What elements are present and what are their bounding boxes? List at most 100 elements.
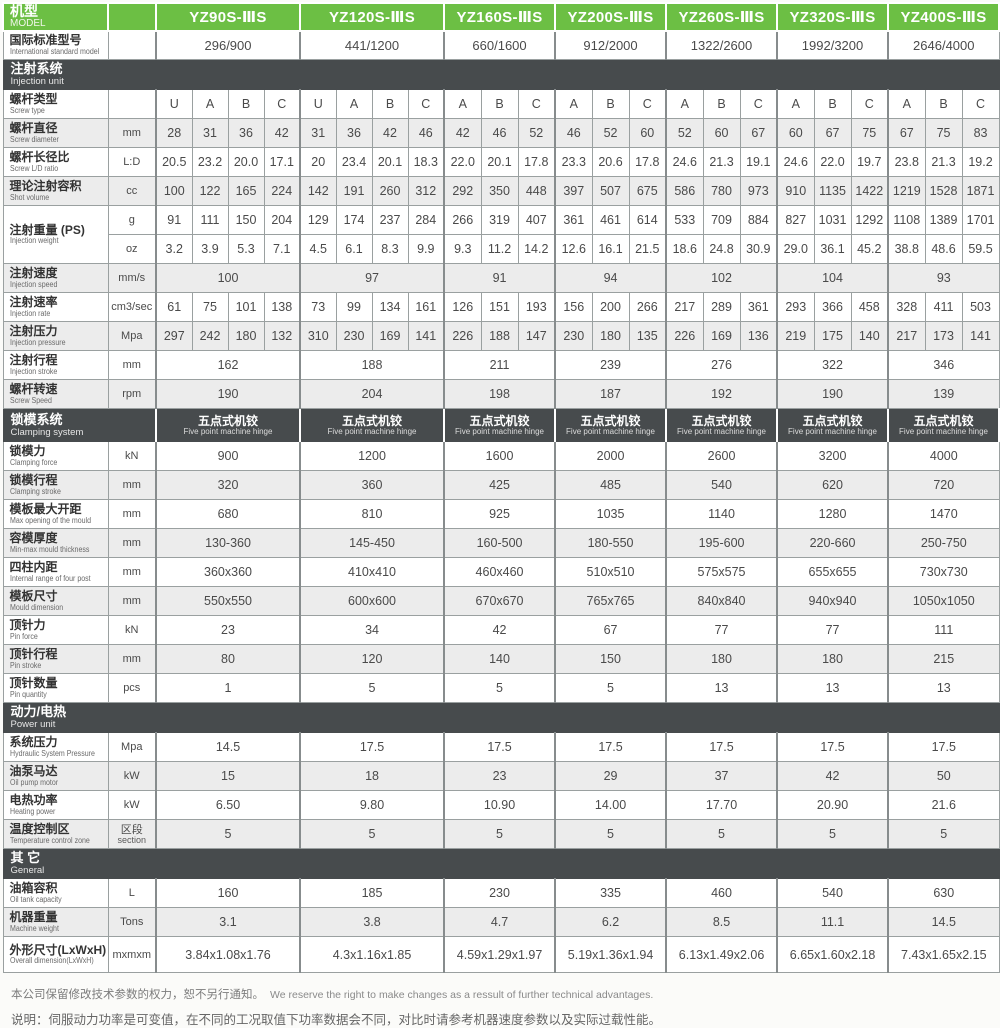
spec-cell: 18.3: [407, 147, 445, 178]
spec-cell: 190: [155, 379, 301, 410]
spec-cell: 192: [665, 379, 778, 410]
row-label: 四柱内距 Internal range of four post: [2, 557, 109, 588]
spec-cell: 180: [665, 644, 778, 675]
spec-cell: 827: [776, 205, 815, 236]
spec-cell: 180: [591, 321, 630, 352]
spec-cell: 320: [155, 470, 301, 501]
spec-cell: 122: [191, 176, 229, 207]
spec-cell: 1701: [961, 205, 1000, 236]
spec-cell: 9.3: [443, 234, 482, 265]
spec-cell: 276: [665, 350, 778, 381]
spec-cell: 20: [299, 147, 337, 178]
unit-cell: mm: [107, 350, 157, 381]
spec-cell: 1200: [298, 441, 445, 472]
spec-cell: 925: [443, 499, 556, 530]
spec-cell: 22.0: [813, 147, 852, 178]
spec-cell: 5.19x1.36x1.94: [554, 936, 667, 974]
spec-cell: 150: [554, 644, 667, 675]
spec-cell: 5.3: [227, 234, 265, 265]
row-label: 顶针力 Pin force: [2, 615, 109, 646]
spec-cell: 350: [480, 176, 519, 207]
spec-cell: 461: [591, 205, 630, 236]
spec-cell: A: [443, 89, 482, 120]
spec-cell: 19.1: [739, 147, 778, 178]
spec-cell: 73: [299, 292, 337, 323]
row-label: 锁模力 Clamping force: [2, 441, 109, 472]
spec-cell: 151: [480, 292, 519, 323]
spec-cell: 4.59x1.29x1.97: [443, 936, 556, 974]
spec-cell: 2646/4000: [887, 30, 1000, 61]
unit-cell: mm: [107, 118, 157, 149]
spec-cell: 6.50: [155, 790, 301, 821]
spec-cell: B: [371, 89, 409, 120]
spec-cell: 361: [739, 292, 778, 323]
spec-cell: 1140: [665, 499, 778, 530]
row-label: 油箱容积 Oil tank capacity: [2, 878, 109, 909]
spec-cell: 160-500: [443, 528, 556, 559]
spec-cell: 190: [776, 379, 889, 410]
spec-cell: 180-550: [554, 528, 667, 559]
spec-cell: 5: [155, 819, 301, 850]
spec-cell: 200: [591, 292, 630, 323]
unit-cell: oz: [107, 234, 157, 265]
spec-cell: 100: [155, 176, 193, 207]
spec-cell: 1108: [887, 205, 926, 236]
spec-cell: 4.3x1.16x1.85: [298, 936, 445, 974]
spec-cell: 204: [298, 379, 445, 410]
spec-cell: 485: [554, 470, 667, 501]
spec-cell: 50: [887, 761, 1000, 792]
spec-cell: 5: [298, 673, 445, 704]
spec-cell: U: [299, 89, 337, 120]
spec-cell: 884: [739, 205, 778, 236]
spec-cell: 540: [665, 470, 778, 501]
spec-cell: 21.3: [924, 147, 963, 178]
spec-cell: 42: [443, 615, 556, 646]
spec-cell: 188: [298, 350, 445, 381]
spec-cell: 175: [813, 321, 852, 352]
row-label: 电热功率 Heating power: [2, 790, 109, 821]
unit-cell: kN: [107, 615, 157, 646]
spec-cell: 36: [335, 118, 373, 149]
spec-cell: 1322/2600: [665, 30, 778, 61]
spec-cell: 224: [263, 176, 301, 207]
spec-cell: 17.5: [443, 732, 556, 763]
spec-cell: 80: [155, 644, 301, 675]
spec-cell: 448: [517, 176, 556, 207]
spec-cell: 266: [628, 292, 667, 323]
spec-cell: 660/1600: [443, 30, 556, 61]
spec-cell: 187: [554, 379, 667, 410]
unit-cell: [107, 89, 157, 120]
unit-cell: Mpa: [107, 321, 157, 352]
spec-cell: 614: [628, 205, 667, 236]
spec-cell: 293: [776, 292, 815, 323]
spec-cell: 42: [263, 118, 301, 149]
spec-cell: 165: [227, 176, 265, 207]
spec-cell: 21.5: [628, 234, 667, 265]
model-header: YZ320S-ⅢS: [776, 2, 890, 32]
spec-cell: 97: [298, 263, 445, 294]
spec-cell: 21.3: [702, 147, 741, 178]
spec-cell: 83: [961, 118, 1000, 149]
spec-cell: 101: [227, 292, 265, 323]
spec-cell: 193: [517, 292, 556, 323]
spec-cell: 360x360: [155, 557, 301, 588]
spec-cell: 130-360: [155, 528, 301, 559]
spec-cell: 139: [887, 379, 1000, 410]
spec-cell: 217: [665, 292, 704, 323]
spec-cell: 586: [665, 176, 704, 207]
unit-cell: cc: [107, 176, 157, 207]
spec-cell: 17.5: [554, 732, 667, 763]
spec-cell: 162: [155, 350, 301, 381]
unit-cell: L:D: [107, 147, 157, 178]
spec-cell: 59.5: [961, 234, 1000, 265]
spec-cell: 17.5: [887, 732, 1000, 763]
spec-cell: 8.3: [371, 234, 409, 265]
row-label: 螺杆类型 Screw type: [2, 89, 109, 120]
spec-cell: 48.6: [924, 234, 963, 265]
spec-cell: 4.5: [299, 234, 337, 265]
spec-cell: B: [813, 89, 852, 120]
spec-cell: 361: [554, 205, 593, 236]
unit-cell: Mpa: [107, 732, 157, 763]
spec-cell: 147: [517, 321, 556, 352]
section-bar: 注射系统 Injection unit: [2, 59, 1000, 91]
